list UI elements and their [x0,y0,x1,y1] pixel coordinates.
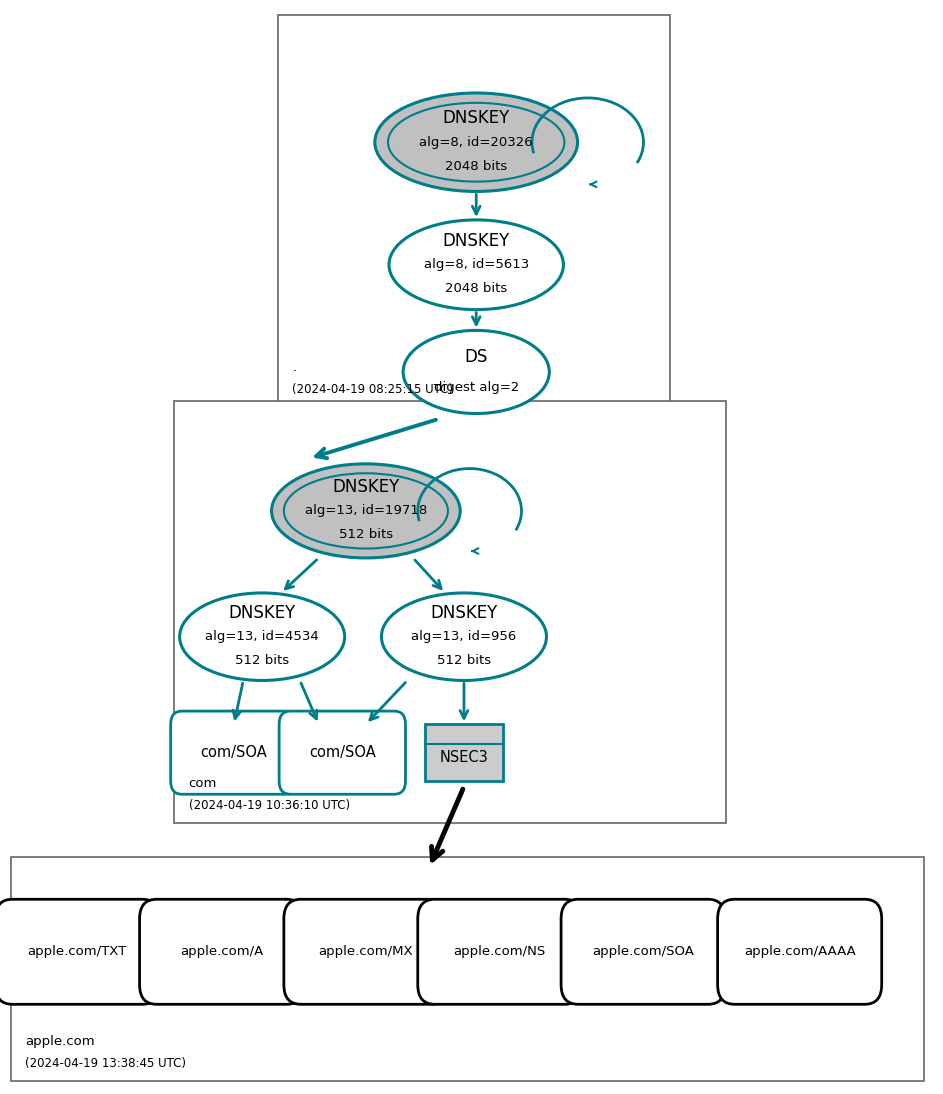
Text: digest alg=2: digest alg=2 [434,381,519,394]
Text: alg=13, id=956: alg=13, id=956 [411,630,517,643]
FancyBboxPatch shape [140,899,304,1004]
Text: 512 bits: 512 bits [339,528,393,542]
Text: 2048 bits: 2048 bits [445,282,507,295]
Text: (2024-04-19 10:36:10 UTC): (2024-04-19 10:36:10 UTC) [189,799,350,812]
Text: com: com [189,777,217,790]
Text: DNSKEY: DNSKEY [442,109,510,127]
Text: apple.com/NS: apple.com/NS [454,945,546,958]
Text: apple.com/A: apple.com/A [180,945,263,958]
Text: apple.com/TXT: apple.com/TXT [27,945,127,958]
Ellipse shape [180,593,345,680]
Text: DNSKEY: DNSKEY [430,604,498,621]
Text: 512 bits: 512 bits [437,654,491,667]
Text: DS: DS [465,348,488,365]
Text: alg=8, id=5613: alg=8, id=5613 [423,258,529,271]
FancyBboxPatch shape [425,724,503,781]
Text: DNSKEY: DNSKEY [228,604,296,621]
FancyBboxPatch shape [561,899,725,1004]
Text: com/SOA: com/SOA [309,745,375,760]
Text: (2024-04-19 08:25:15 UTC): (2024-04-19 08:25:15 UTC) [292,383,454,396]
Ellipse shape [389,220,564,310]
FancyBboxPatch shape [718,899,882,1004]
FancyBboxPatch shape [174,401,726,823]
Text: alg=13, id=19718: alg=13, id=19718 [305,504,427,517]
Text: alg=8, id=20326: alg=8, id=20326 [420,136,533,149]
Ellipse shape [404,330,550,414]
Text: NSEC3: NSEC3 [439,749,488,765]
Text: apple.com/AAAA: apple.com/AAAA [744,945,855,958]
FancyBboxPatch shape [278,15,670,407]
Ellipse shape [375,93,577,191]
Text: apple.com/SOA: apple.com/SOA [592,945,694,958]
FancyBboxPatch shape [284,899,448,1004]
Text: alg=13, id=4534: alg=13, id=4534 [206,630,319,643]
Text: com/SOA: com/SOA [201,745,267,760]
Text: DNSKEY: DNSKEY [332,478,400,496]
Ellipse shape [272,464,460,558]
Text: (2024-04-19 13:38:45 UTC): (2024-04-19 13:38:45 UTC) [25,1057,187,1070]
Text: DNSKEY: DNSKEY [442,232,510,249]
FancyBboxPatch shape [279,711,405,794]
Ellipse shape [381,593,547,680]
FancyBboxPatch shape [0,899,159,1004]
Text: .: . [292,361,296,374]
FancyBboxPatch shape [11,857,924,1081]
Text: apple.com: apple.com [25,1035,95,1048]
Text: 512 bits: 512 bits [235,654,290,667]
Text: apple.com/MX: apple.com/MX [319,945,413,958]
Text: 2048 bits: 2048 bits [445,160,507,173]
FancyBboxPatch shape [171,711,297,794]
FancyBboxPatch shape [418,899,582,1004]
